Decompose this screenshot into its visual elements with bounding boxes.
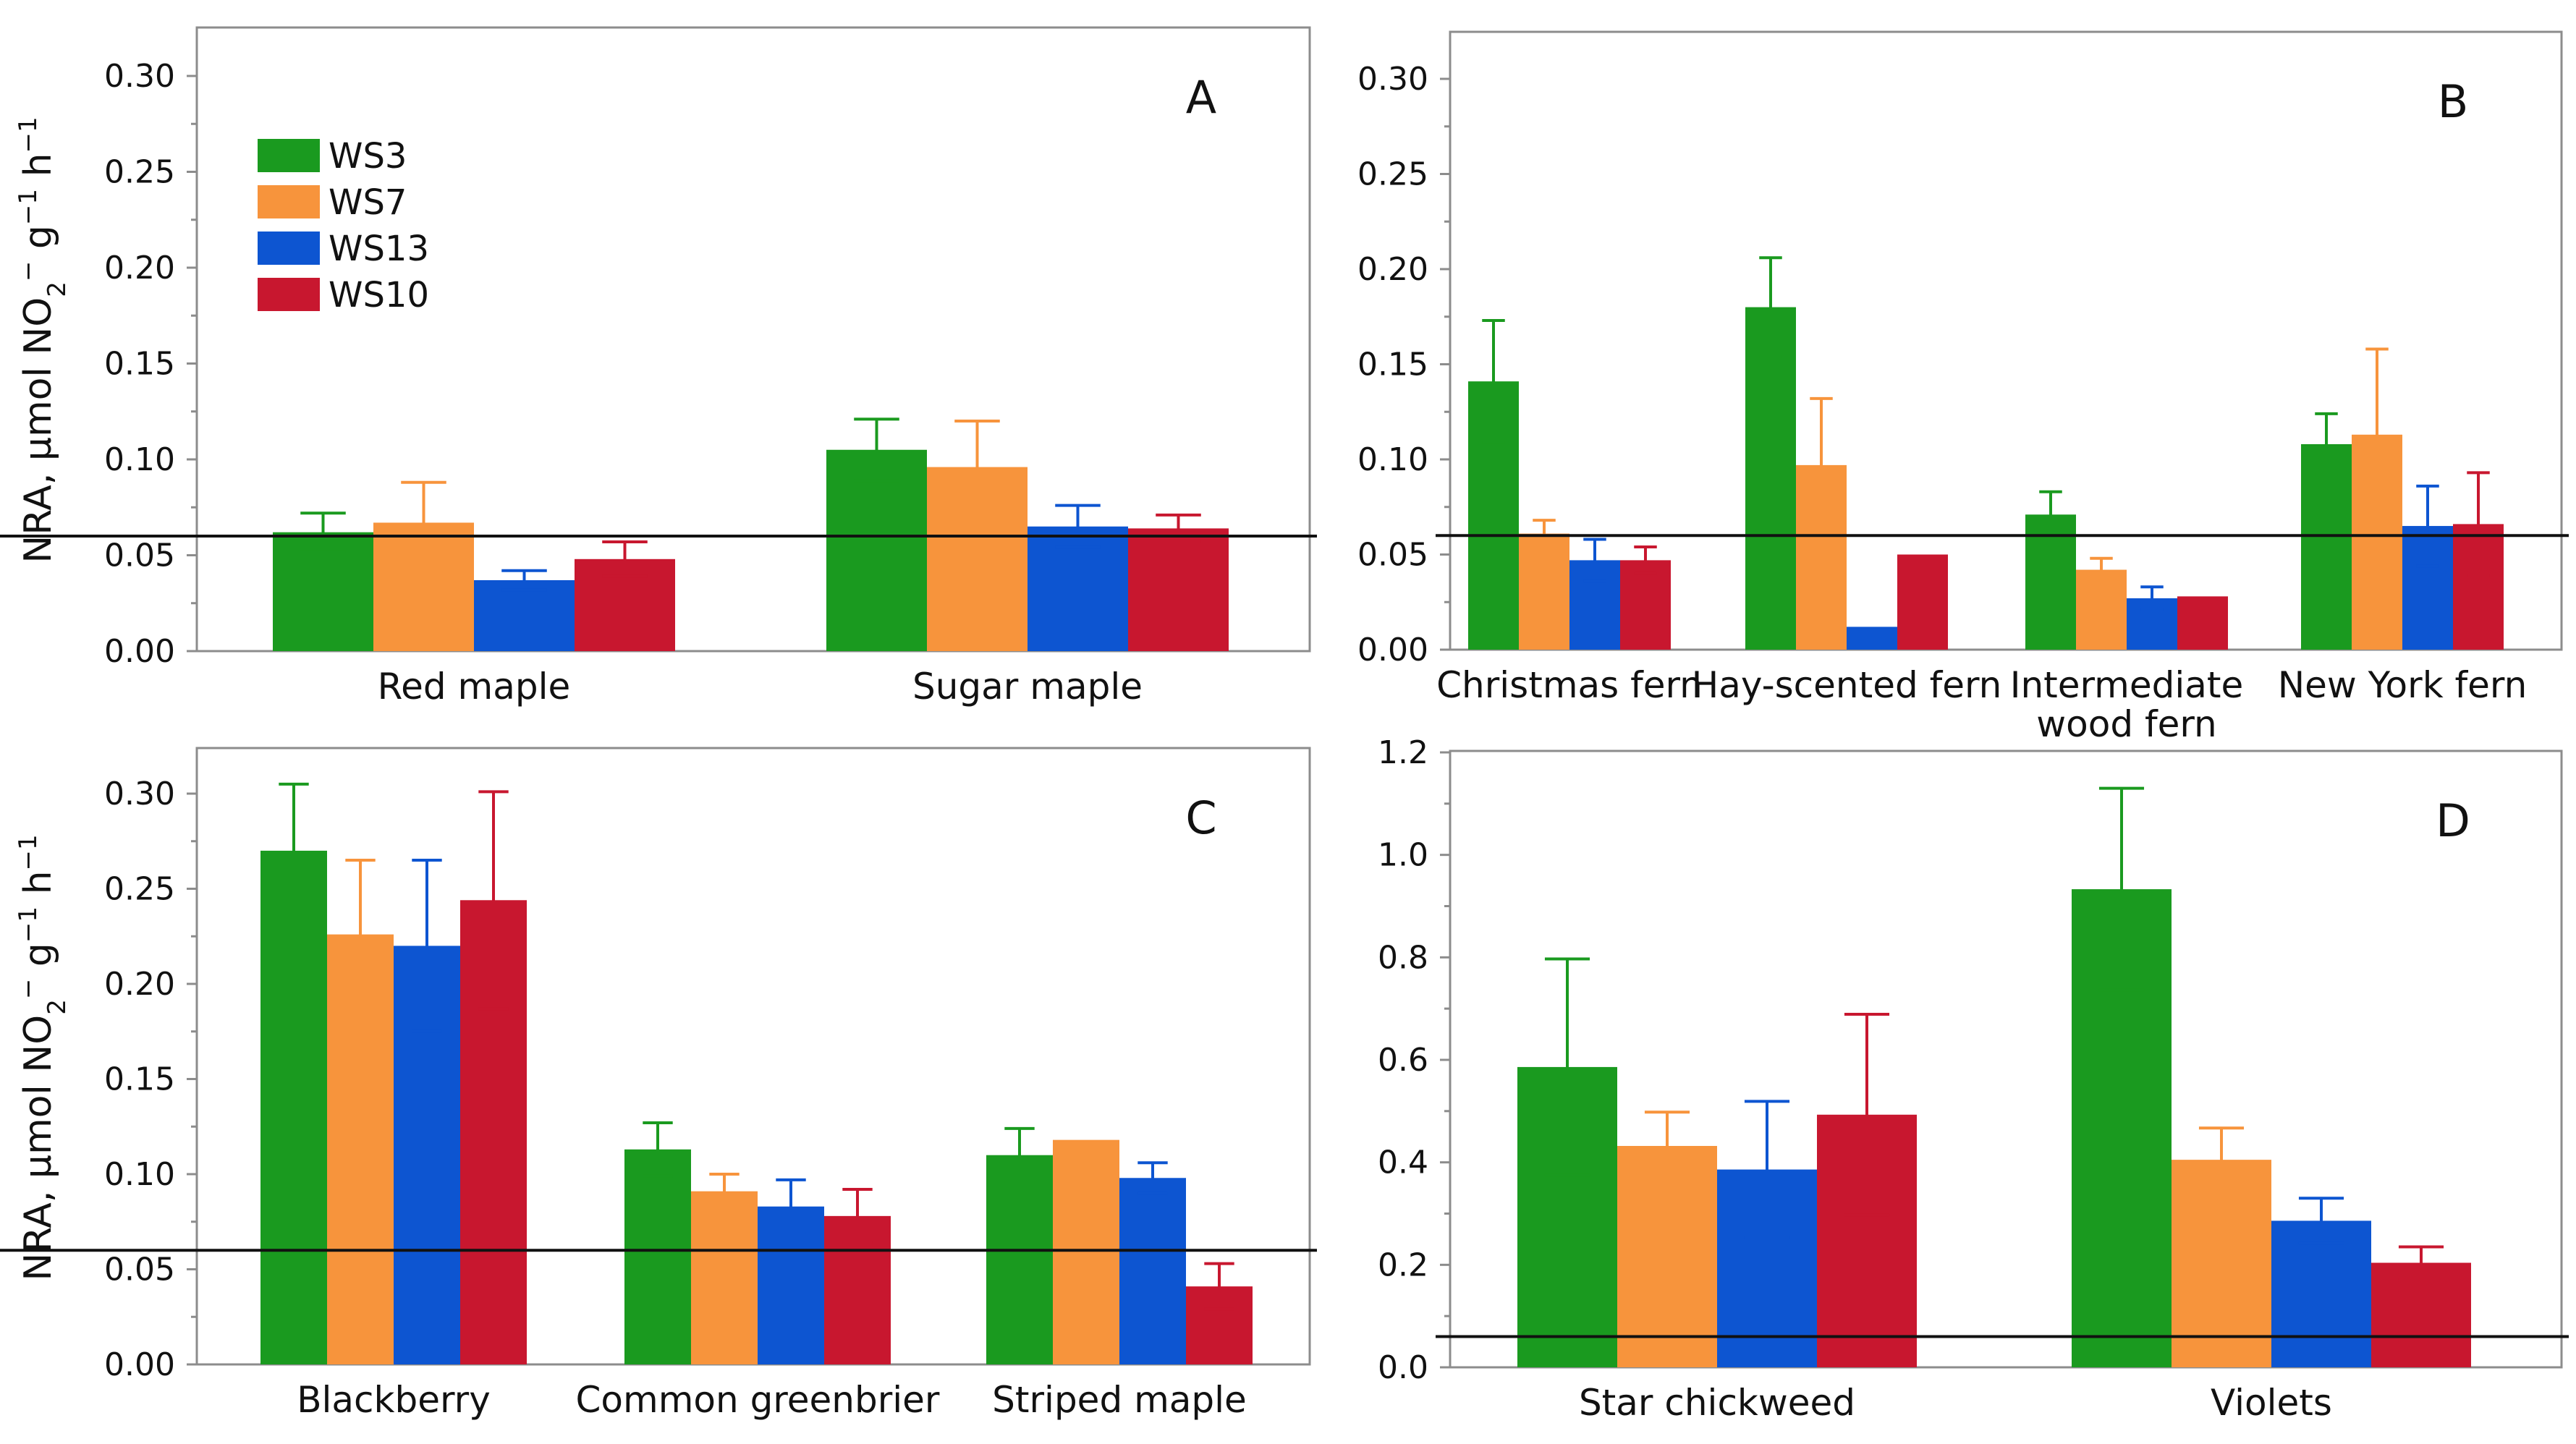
ylabel-sup3: −1 (14, 834, 43, 870)
y-tick-label: 0.10 (1357, 441, 1428, 478)
y-tick-label: 0.05 (1357, 537, 1428, 574)
y-tick-label: 0.30 (1357, 61, 1428, 98)
bar-ws7-intermediate-wood-fern (2076, 569, 2127, 650)
category-label: Hay-scented fern (1692, 664, 2002, 706)
bar-ws7-striped-maple (1053, 1139, 1119, 1364)
ylabel-sup1: − (14, 261, 43, 282)
y-tick-label: 0.20 (104, 250, 175, 286)
panel-d: 0.0 0.2 0.4 0.6 0.8 1.0 1.2 Star chickweed Viole… (1378, 734, 2569, 1424)
panel-letter: C (1185, 791, 1216, 844)
category-label: Star chickweed (1579, 1382, 1855, 1424)
bar-ws10-christmas-fern (1620, 560, 1671, 650)
y-tick-label: 0.00 (104, 633, 175, 670)
category-label: Violets (2211, 1382, 2332, 1424)
y-tick-label: 0.2 (1378, 1246, 1428, 1283)
category-label: Common greenbrier (575, 1379, 939, 1421)
legend-label-ws13: WS13 (329, 229, 429, 269)
ylabel-h: h (17, 153, 60, 189)
svg-text:NRA, μmol NO2− g−1 h−1: NRA, μmol NO2− g−1 h−1 (14, 834, 72, 1281)
bar-ws10-sugar-maple (1128, 528, 1229, 651)
ylabel-sup1: − (14, 979, 43, 1000)
ylabel-g: g (17, 943, 60, 979)
y-tick-label: 1.0 (1378, 837, 1428, 874)
svg-text:NRA, μmol NO2− g−1 h−1: NRA, μmol NO2− g−1 h−1 (14, 116, 72, 563)
y-tick-label: 1.2 (1378, 734, 1428, 771)
panel-b: 0.00 0.05 0.10 0.15 0.20 0.25 0.30 Christmas fe… (1357, 30, 2569, 745)
ylabel-g: g (17, 225, 60, 261)
ylabel-sub: 2 (43, 999, 72, 1015)
ylabel-prefix: NRA, μmol NO (17, 297, 60, 564)
category-label: Striped maple (992, 1379, 1247, 1421)
y-tick-label: 0.25 (104, 871, 175, 908)
legend-label-ws10: WS10 (329, 275, 429, 315)
y-tick-label: 0.15 (104, 346, 175, 383)
bar-ws10-hay-scented-fern (1897, 554, 1948, 650)
bar-ws7-star-chickweed (1617, 1146, 1717, 1367)
ylabel-sup2: −1 (14, 906, 43, 943)
panel-letter: A (1186, 71, 1216, 124)
category-label: New York fern (2278, 664, 2528, 706)
y-tick-label: 0.4 (1378, 1144, 1428, 1181)
panel-a: 0.00 0.05 0.10 0.15 0.20 0.25 0.30 Red maple Sug… (0, 26, 1317, 708)
bar-ws3-hay-scented-fern (1745, 307, 1796, 650)
category-label: Intermediate (2010, 664, 2244, 706)
plot-frame (195, 26, 1311, 653)
y-tick-label: 0.8 (1378, 939, 1428, 976)
y-tick-label: 0.20 (104, 966, 175, 1003)
y-tick-label: 0.10 (104, 1156, 175, 1193)
bar-ws10-violets (2371, 1262, 2471, 1367)
bar-ws7-violets (2172, 1160, 2271, 1367)
y-tick-label: 0.30 (104, 776, 175, 812)
ylabel-sub: 2 (43, 281, 72, 297)
y-tick-label: 0.25 (1357, 156, 1428, 193)
bar-ws13-violets (2271, 1220, 2371, 1367)
legend-swatch-ws13 (258, 232, 320, 265)
y-tick-label: 0.10 (104, 441, 175, 478)
y-tick-label: 0.05 (104, 1252, 175, 1288)
bar-ws3-new-york-fern (2301, 443, 2352, 650)
category-label: Christmas fern (1436, 664, 1703, 706)
y-tick-label: 0.15 (104, 1061, 175, 1098)
panel-letter: D (2436, 794, 2470, 847)
legend-swatch-ws10 (258, 278, 320, 311)
bar-ws10-intermediate-wood-fern (2177, 596, 2228, 650)
y-tick-label: 0.15 (1357, 347, 1428, 383)
y-tick-label: 0.6 (1378, 1042, 1428, 1079)
ylabel-sup2: −1 (14, 189, 43, 225)
category-label: wood fern (2036, 703, 2216, 745)
category-label: Blackberry (297, 1379, 491, 1421)
y-tick-label: 0.05 (104, 538, 175, 574)
category-label: Sugar maple (912, 666, 1143, 708)
bar-ws3-blackberry (260, 850, 327, 1364)
bar-ws7-christmas-fern (1519, 533, 1569, 650)
ylabel-h: h (17, 870, 60, 906)
bar-ws7-common-greenbrier (691, 1191, 758, 1364)
y-tick-label: 0.25 (104, 154, 175, 191)
legend-label-ws7: WS7 (329, 182, 407, 223)
y-axis-title-top: NRA, μmol NO2− g−1 h−1 (14, 116, 72, 563)
panel-c: 0.00 0.05 0.10 0.15 0.20 0.25 0.30 Blackberry Co… (0, 747, 1317, 1421)
bar-ws13-striped-maple (1119, 1178, 1186, 1364)
y-tick-label: 0.00 (104, 1346, 175, 1383)
y-tick-label: 0.0 (1378, 1349, 1428, 1386)
bar-ws3-sugar-maple (826, 449, 927, 651)
ylabel-sup3: −1 (14, 116, 43, 153)
legend-label-ws3: WS3 (329, 136, 407, 177)
bar-ws3-striped-maple (986, 1155, 1053, 1364)
legend-swatch-ws3 (258, 139, 320, 172)
plot-frame (1449, 30, 2563, 651)
bar-ws13-hay-scented-fern (1847, 627, 1897, 650)
y-tick-label: 0.30 (104, 58, 175, 95)
legend-swatch-ws7 (258, 185, 320, 218)
bar-ws13-red-maple (474, 579, 575, 651)
legend: WS3 WS7 WS13 WS10 (258, 136, 429, 315)
category-label: Red maple (378, 666, 571, 708)
y-axis-title-bottom: NRA, μmol NO2− g−1 h−1 (14, 834, 72, 1281)
ylabel-prefix: NRA, μmol NO (17, 1015, 60, 1281)
y-tick-label: 0.20 (1357, 251, 1428, 288)
bar-ws3-common-greenbrier (624, 1149, 691, 1364)
y-tick-label: 0.00 (1357, 632, 1428, 668)
panel-letter: B (2438, 75, 2469, 128)
